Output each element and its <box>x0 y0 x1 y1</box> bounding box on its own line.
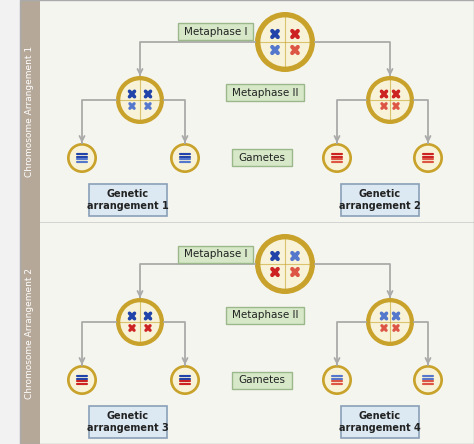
Bar <box>20 222 40 444</box>
Circle shape <box>70 146 94 170</box>
Bar <box>20 0 40 222</box>
Text: Gametes: Gametes <box>238 375 285 385</box>
FancyBboxPatch shape <box>341 406 419 438</box>
Circle shape <box>120 302 160 342</box>
Circle shape <box>170 365 200 395</box>
Circle shape <box>322 365 352 395</box>
Text: Metaphase I: Metaphase I <box>184 249 248 259</box>
Circle shape <box>322 143 352 173</box>
FancyBboxPatch shape <box>89 184 167 216</box>
Circle shape <box>170 143 200 173</box>
Circle shape <box>370 302 410 342</box>
Circle shape <box>366 298 414 346</box>
Circle shape <box>255 234 315 294</box>
Circle shape <box>116 298 164 346</box>
Text: Genetic
arrangement 4: Genetic arrangement 4 <box>339 411 421 433</box>
Circle shape <box>67 143 97 173</box>
FancyBboxPatch shape <box>226 306 304 324</box>
Bar <box>20 0 474 222</box>
Circle shape <box>173 368 197 392</box>
Text: Genetic
arrangement 3: Genetic arrangement 3 <box>87 411 169 433</box>
FancyBboxPatch shape <box>89 406 167 438</box>
FancyBboxPatch shape <box>341 184 419 216</box>
Circle shape <box>325 146 349 170</box>
Circle shape <box>325 368 349 392</box>
Circle shape <box>413 365 443 395</box>
Circle shape <box>416 146 440 170</box>
Circle shape <box>366 76 414 124</box>
Text: Metaphase II: Metaphase II <box>232 310 298 320</box>
Circle shape <box>260 17 310 67</box>
Text: Metaphase I: Metaphase I <box>184 27 248 37</box>
Text: Genetic
arrangement 1: Genetic arrangement 1 <box>87 189 169 211</box>
Circle shape <box>67 365 97 395</box>
FancyBboxPatch shape <box>179 24 254 40</box>
FancyBboxPatch shape <box>179 246 254 262</box>
Circle shape <box>70 368 94 392</box>
Circle shape <box>116 76 164 124</box>
Text: Chromosome Arrangement 2: Chromosome Arrangement 2 <box>26 267 35 399</box>
FancyBboxPatch shape <box>232 372 292 388</box>
Circle shape <box>416 368 440 392</box>
Text: Gametes: Gametes <box>238 153 285 163</box>
Text: Metaphase II: Metaphase II <box>232 88 298 98</box>
Circle shape <box>370 80 410 120</box>
Circle shape <box>255 12 315 72</box>
Circle shape <box>260 239 310 289</box>
FancyBboxPatch shape <box>226 84 304 102</box>
Circle shape <box>120 80 160 120</box>
Text: Chromosome Arrangement 1: Chromosome Arrangement 1 <box>26 45 35 177</box>
Circle shape <box>173 146 197 170</box>
Bar <box>20 222 474 444</box>
Text: Genetic
arrangement 2: Genetic arrangement 2 <box>339 189 421 211</box>
FancyBboxPatch shape <box>232 150 292 166</box>
Circle shape <box>413 143 443 173</box>
